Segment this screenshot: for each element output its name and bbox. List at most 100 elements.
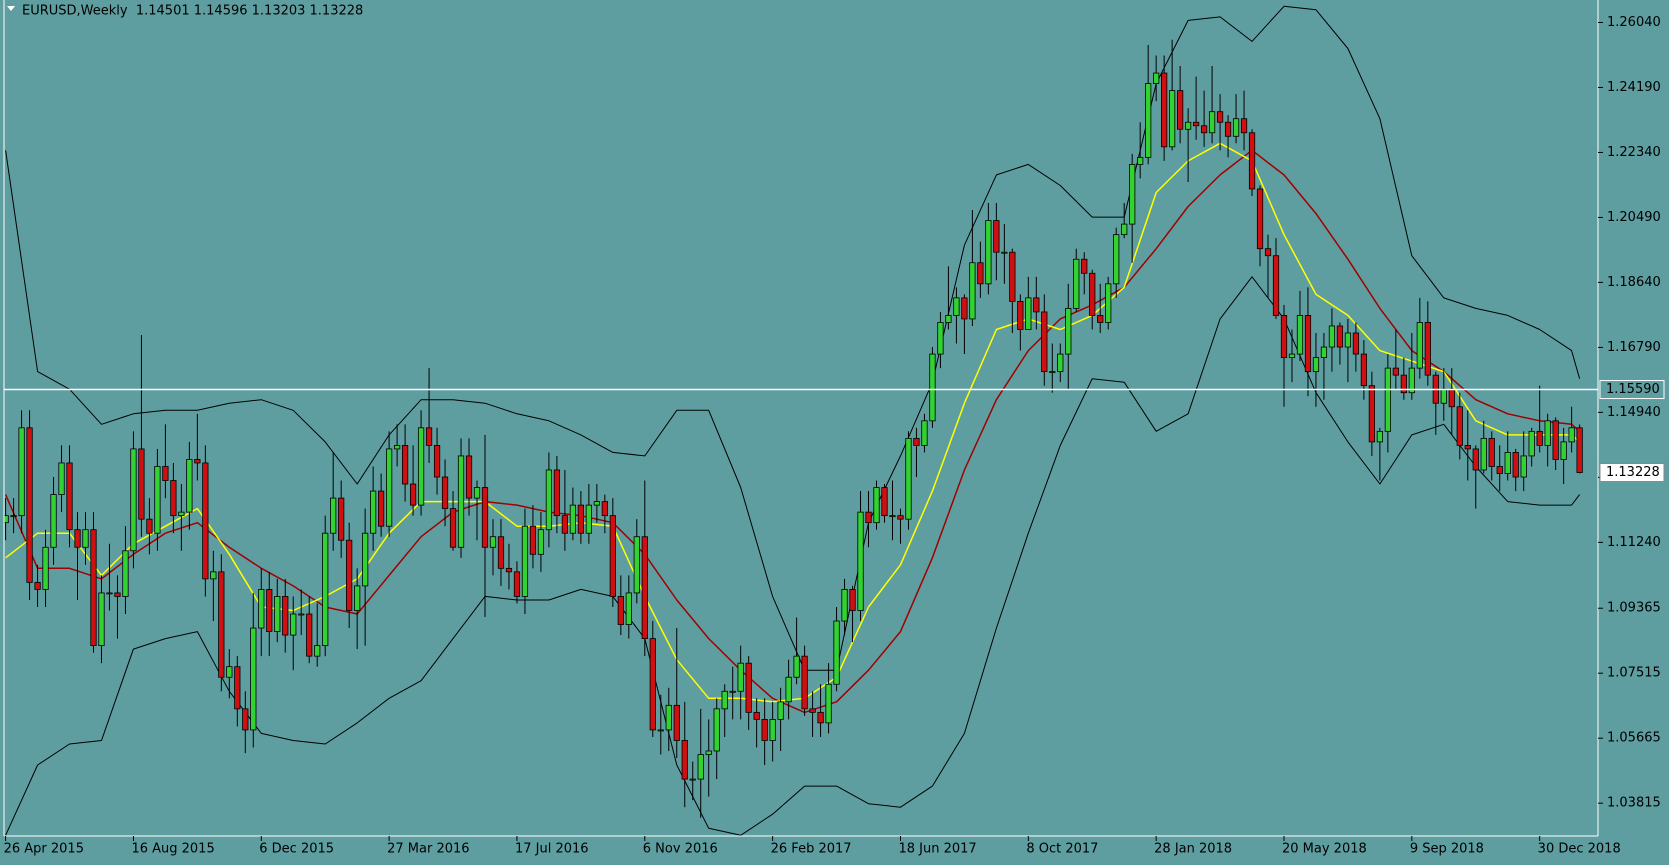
candle-body: [1073, 258, 1080, 309]
candle-body: [601, 501, 608, 517]
candle-body: [1488, 437, 1495, 467]
chart-title: EURUSD,Weekly 1.14501 1.14596 1.13203 1.…: [22, 4, 363, 19]
candle-body: [449, 508, 457, 548]
x-tick-label: 6 Nov 2016: [643, 842, 718, 857]
candle-body: [1440, 388, 1447, 404]
candle-body: [1472, 448, 1479, 471]
candle-body: [194, 459, 201, 464]
candle-body: [1568, 427, 1575, 443]
x-tick-label: 18 Jun 2017: [898, 842, 976, 857]
candle-body: [1464, 444, 1471, 450]
candle-body: [1129, 163, 1136, 225]
candle-body: [202, 462, 209, 580]
menu-triangle[interactable]: [7, 6, 15, 11]
candle-body: [881, 487, 888, 517]
candle-body: [1328, 325, 1336, 348]
candle-body: [889, 515, 896, 518]
price-label: 1.13228: [1606, 465, 1660, 480]
candle-body: [130, 448, 137, 552]
candle-body: [961, 297, 968, 320]
candle-body: [1081, 258, 1088, 274]
candle-body: [1408, 367, 1415, 394]
candle-body: [1536, 430, 1543, 446]
candle-body: [354, 585, 361, 611]
candle-body: [362, 532, 369, 587]
candle-body: [26, 427, 33, 583]
candle-body: [921, 420, 928, 446]
candle-body: [1065, 308, 1072, 355]
candle-body: [633, 536, 640, 594]
candle-body: [1304, 315, 1312, 373]
candle-body: [809, 708, 816, 713]
candle-body: [210, 571, 217, 580]
candle-body: [1512, 452, 1519, 478]
candle-body: [617, 596, 624, 625]
candle-body: [1057, 353, 1064, 373]
candle-body: [689, 778, 696, 781]
candle-body: [1264, 248, 1272, 257]
candle-body: [777, 701, 784, 720]
candle-body: [905, 437, 912, 520]
price-label-box: [1599, 463, 1665, 483]
candle-body: [42, 546, 49, 590]
y-tick-label: 1.26040: [1607, 15, 1661, 30]
candle-body: [10, 515, 17, 518]
candle-body: [322, 532, 329, 647]
x-tick-label: 17 Jul 2016: [515, 842, 589, 857]
candle-body: [1232, 118, 1240, 137]
candle-body: [441, 476, 449, 510]
candle-body: [1336, 325, 1344, 348]
x-tick-label: 27 Mar 2016: [387, 842, 469, 857]
candle-body: [1544, 420, 1551, 446]
candle-body: [705, 750, 712, 755]
candle-body: [1344, 332, 1352, 348]
candle-body: [481, 487, 489, 548]
x-tick-label: 9 Sep 2018: [1410, 842, 1484, 857]
candle-body: [122, 550, 129, 597]
candle-body: [1169, 90, 1176, 148]
candle-body: [1248, 132, 1256, 190]
candle-body: [833, 620, 840, 685]
y-tick-label: 1.03815: [1607, 796, 1661, 811]
candle-body: [274, 596, 281, 632]
candle-body: [849, 589, 856, 611]
candle-body: [1041, 311, 1048, 373]
candle-body: [745, 662, 752, 713]
candle-body: [497, 536, 505, 569]
candle-body: [1384, 367, 1391, 432]
candle-body: [593, 501, 600, 506]
candle-body: [1033, 297, 1040, 313]
candle-body: [1184, 121, 1192, 130]
y-tick-label: 1.11240: [1607, 535, 1661, 550]
candle-body: [170, 480, 177, 517]
candle-body: [993, 220, 1000, 253]
candle-body: [378, 490, 385, 527]
candle-body: [338, 497, 345, 541]
candle-body: [953, 297, 960, 316]
candle-body: [178, 511, 185, 517]
candle-body: [1137, 156, 1144, 165]
x-tick-label: 6 Dec 2015: [259, 842, 334, 857]
candle-body: [1480, 437, 1487, 471]
candle-body: [545, 469, 553, 531]
candle-body: [58, 462, 65, 495]
candle-body: [1192, 121, 1200, 127]
candle-body: [793, 655, 800, 678]
candle-body: [489, 536, 497, 548]
candle-body: [234, 666, 241, 710]
candle-body: [370, 490, 377, 534]
x-tick-label: 30 Dec 2018: [1538, 842, 1621, 857]
candle-body: [1520, 455, 1527, 478]
candle-body: [114, 592, 121, 597]
y-tick-label: 1.14940: [1607, 405, 1661, 420]
x-tick-label: 26 Apr 2015: [4, 842, 84, 857]
candle-body: [537, 529, 545, 555]
candle-body: [82, 529, 89, 548]
candle-body: [713, 708, 720, 752]
candle-body: [1376, 430, 1383, 443]
candle-body: [138, 448, 145, 520]
candle-body: [1121, 223, 1128, 236]
candle-body: [258, 589, 265, 629]
